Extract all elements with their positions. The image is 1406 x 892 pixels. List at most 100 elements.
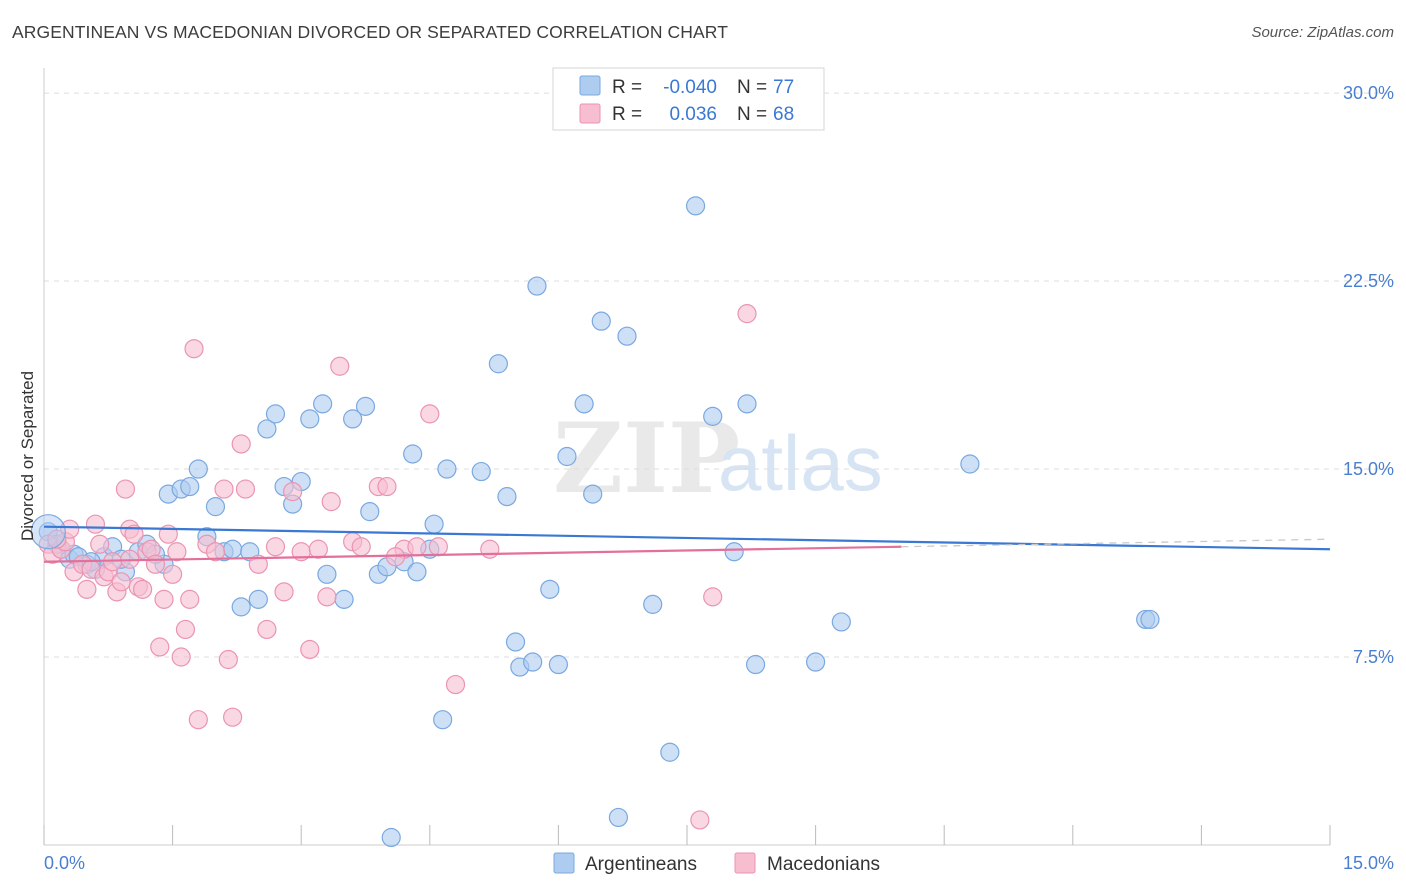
macedonian-trend-extension — [901, 538, 1331, 548]
trend-layer — [43, 525, 1331, 563]
y-axis-title: Divorced or Separated — [18, 371, 37, 541]
argentinean-point — [180, 476, 200, 497]
argentinean-point — [471, 461, 491, 482]
legend-n-label-2: N = — [737, 104, 767, 125]
macedonian-point — [283, 481, 303, 502]
macedonian-point — [257, 619, 277, 640]
legend-n-value-2: 68 — [773, 104, 794, 125]
argentinean-point — [591, 311, 611, 331]
macedonian-point — [300, 639, 320, 660]
macedonian-point — [150, 637, 170, 657]
macedonian-point — [167, 542, 187, 562]
macedonian-point — [690, 810, 710, 830]
macedonian-point — [317, 587, 337, 607]
macedonian-point — [321, 492, 341, 512]
source-label: Source: ZipAtlas.com — [1251, 24, 1394, 41]
legend-n-value-1: 77 — [773, 77, 794, 98]
macedonian-point — [111, 572, 131, 592]
argentinean-point — [574, 394, 594, 414]
argentinean-point — [188, 459, 208, 479]
argentinean-point — [548, 654, 569, 675]
argentinean-point — [497, 487, 517, 507]
argentinean-point — [343, 409, 363, 429]
macedonian-point — [428, 537, 448, 557]
legend-stats: R = -0.040 N = 77 R = 0.036 N = 68 — [552, 67, 825, 131]
argentinean-point — [437, 459, 457, 479]
legend-r-value-1: -0.040 — [663, 77, 717, 98]
argentinean-point — [424, 514, 444, 534]
grid-layer — [44, 92, 1390, 658]
watermark-atlas: atlas — [718, 419, 883, 507]
argentinean-point — [334, 589, 354, 609]
argentinean-point — [737, 394, 757, 414]
macedonian-point — [330, 356, 350, 376]
argentinean-point — [608, 807, 629, 828]
macedonian-point — [265, 537, 286, 557]
argentinean-point — [317, 564, 337, 584]
argentinean-point — [223, 539, 243, 559]
argentinean-point — [1140, 609, 1160, 630]
argentinean-point — [805, 652, 826, 672]
legend-series-label-2: Macedonians — [767, 854, 880, 875]
y-tick-label: 22.5% — [1343, 271, 1394, 291]
macedonian-point — [77, 579, 97, 599]
y-tick-label: 15.0% — [1343, 459, 1394, 479]
argentinean-point — [265, 404, 286, 424]
argentinean-point — [660, 742, 680, 762]
macedonian-point — [163, 564, 183, 584]
macedonian-point — [231, 434, 251, 454]
y-tick-label: 7.5% — [1353, 647, 1394, 667]
argentinean-point — [313, 394, 333, 414]
legend-series-label-1: Argentineans — [585, 854, 697, 875]
macedonian-point — [480, 539, 500, 559]
chart-title: ARGENTINEAN VS MACEDONIAN DIVORCED OR SE… — [12, 22, 728, 42]
macedonian-point — [175, 619, 196, 640]
argentinean-point — [433, 710, 453, 730]
argentinean-point — [205, 497, 226, 517]
legend-n-label-1: N = — [737, 77, 767, 98]
axis-layer — [43, 68, 1331, 846]
argentinean-point — [557, 446, 577, 467]
legend-series-swatch-blue — [553, 852, 575, 874]
macedonian-point — [90, 534, 110, 554]
argentinean-point — [300, 409, 320, 429]
macedonian-point — [171, 647, 191, 667]
argentinean-point — [617, 326, 637, 346]
argentinean-point — [643, 594, 663, 614]
legend-r-value-2: 0.036 — [669, 104, 717, 125]
macedonian-point — [737, 304, 757, 324]
argentinean-point — [685, 196, 706, 216]
argentinean-point — [360, 502, 380, 522]
x-tick-label-start: 0.0% — [44, 853, 85, 873]
argentinean-point — [703, 406, 723, 426]
argentinean-point — [523, 652, 543, 672]
macedonian-point — [235, 479, 256, 499]
macedonian-point — [214, 479, 234, 499]
macedonian-point — [184, 339, 204, 359]
macedonian-point — [420, 404, 440, 424]
macedonian-point — [124, 524, 144, 544]
macedonian-point — [132, 579, 153, 599]
macedonian-point — [308, 539, 328, 559]
legend-swatch-pink — [579, 103, 601, 124]
legend-r-label-1: R = — [612, 77, 642, 98]
macedonian-point — [154, 589, 174, 609]
argentinean-point — [527, 276, 547, 296]
argentinean-point — [505, 632, 526, 652]
argentinean-trend-line — [43, 525, 1331, 551]
argentinean-point — [540, 579, 560, 599]
argentinean-point — [583, 484, 603, 504]
argentinean-point — [831, 612, 851, 632]
macedonian-trend-line — [43, 545, 902, 563]
argentinean-point — [231, 597, 251, 617]
argentinean-cluster-point — [30, 514, 66, 550]
macedonian-point — [188, 710, 208, 730]
macedonian-point — [274, 582, 294, 602]
argentinean-point — [355, 396, 376, 416]
argentinean-point — [488, 354, 508, 374]
macedonian-point — [445, 674, 466, 695]
argentinean-point — [248, 589, 268, 609]
argentinean-point — [381, 827, 401, 848]
argentinean-point — [745, 654, 766, 675]
